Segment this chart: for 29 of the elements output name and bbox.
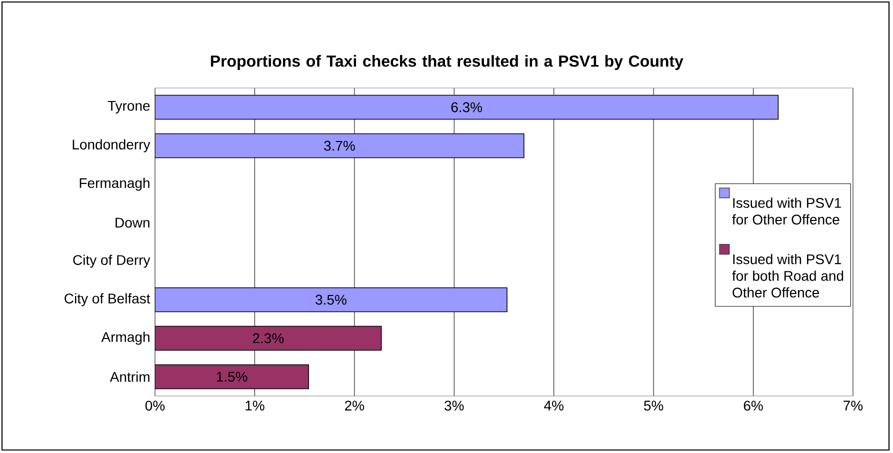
x-tick-label: 6%	[744, 400, 763, 411]
x-tick-label: 4%	[544, 400, 564, 410]
x-tick-label: 1%	[246, 400, 264, 410]
x-tick-label: 7%	[844, 400, 863, 410]
y-tick-label: City of Derry	[73, 254, 150, 268]
y-tick-label: Fermanagh	[80, 178, 150, 191]
bar	[155, 133, 524, 158]
x-tick-label: 3%	[444, 400, 464, 411]
text: Issued with PSV1 for both Road and Other Offence	[732, 254, 844, 298]
chart-title: Proportions of Taxi checks that resulted in a PSV1 by County	[210, 55, 684, 70]
x-tick-label: 2%	[345, 400, 364, 411]
data-label: 3.5%	[316, 294, 346, 305]
data-label: 1.5%	[216, 372, 248, 382]
data-label: 3.7%	[324, 140, 355, 151]
y-tick-label: Londonderry	[72, 139, 150, 152]
x-tick-label: 0%	[145, 400, 165, 411]
bar	[155, 326, 382, 351]
bar	[155, 94, 779, 120]
text: Issued with PSV1 for Other Offence	[732, 198, 841, 225]
data-label: 6.3%	[451, 102, 482, 112]
y-tick-label: Armagh	[101, 332, 150, 345]
y-tick-label: Antrim	[110, 372, 150, 382]
bar	[155, 364, 309, 390]
data-label: 2.3%	[252, 333, 284, 344]
y-tick-label: Tyrone	[108, 100, 150, 114]
x-tick-label: 5%	[644, 400, 664, 411]
bar	[155, 287, 508, 312]
y-tick-label: City of Belfast	[64, 293, 150, 306]
y-tick-label: Down	[116, 218, 150, 228]
